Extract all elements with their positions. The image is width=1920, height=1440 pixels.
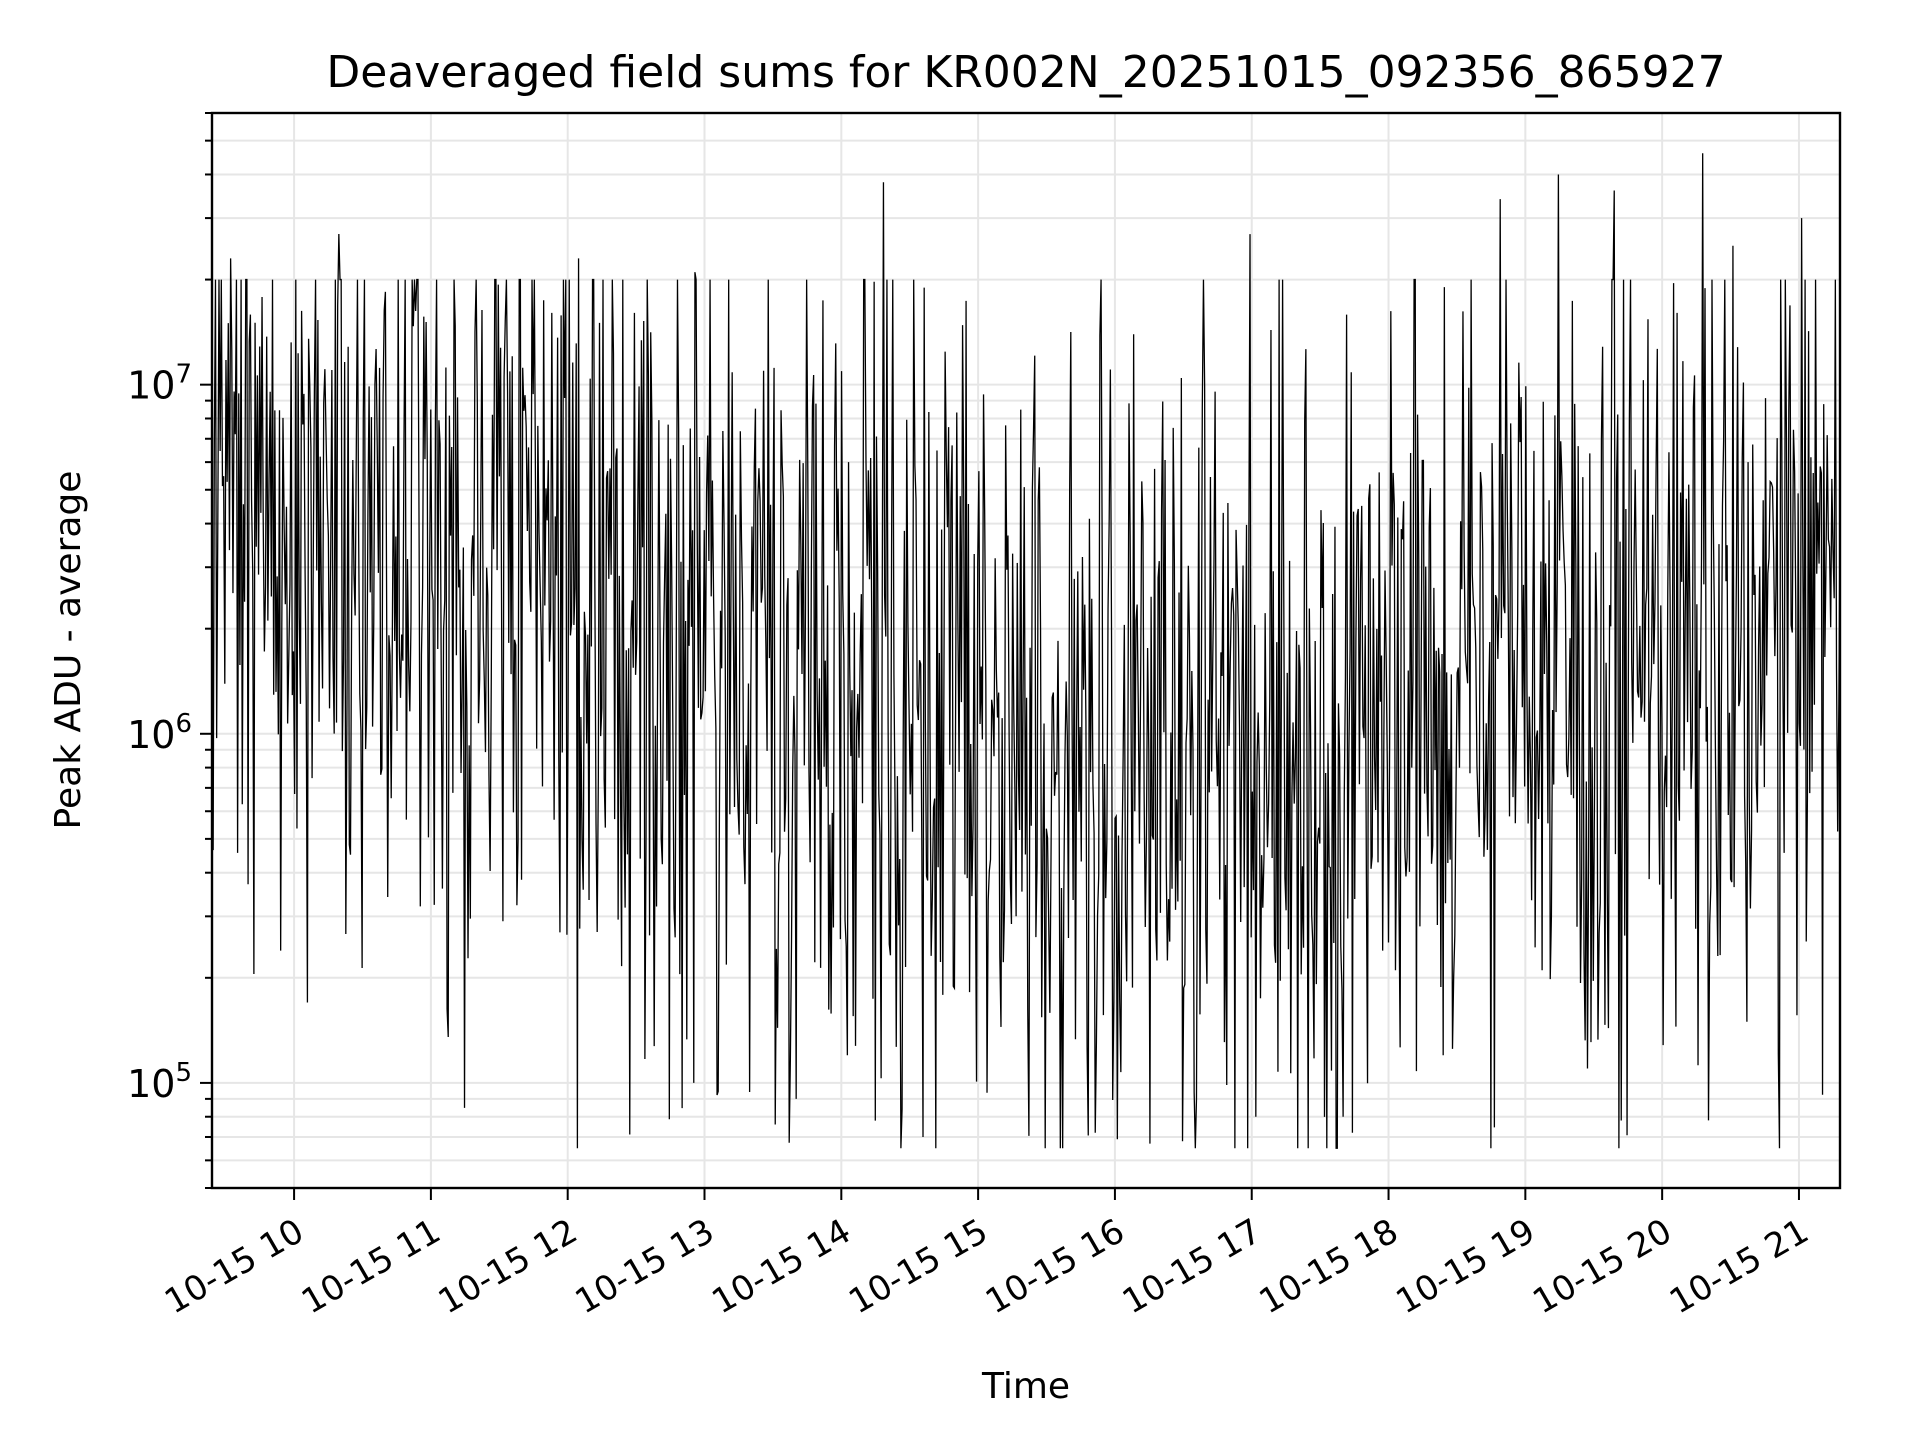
y-tick-exponent: 6 xyxy=(175,709,192,739)
y-tick-label: 106 xyxy=(127,709,192,757)
y-tick-label: 105 xyxy=(127,1058,192,1106)
x-axis-label: Time xyxy=(981,1366,1070,1407)
y-tick-exponent: 5 xyxy=(175,1058,192,1088)
plot-frame xyxy=(210,111,1842,1190)
y-tick-base: 10 xyxy=(127,713,175,757)
chart-title: Deaveraged field sums for KR002N_2025101… xyxy=(326,47,1725,98)
y-tick-label: 107 xyxy=(127,360,192,408)
series-layer xyxy=(211,153,1841,1149)
y-axis-label: Peak ADU - average xyxy=(48,471,89,830)
y-tick-exponent: 7 xyxy=(175,360,192,390)
y-tick-base: 10 xyxy=(127,364,175,408)
series-line xyxy=(211,153,1841,1149)
y-tick-base: 10 xyxy=(127,1062,175,1106)
